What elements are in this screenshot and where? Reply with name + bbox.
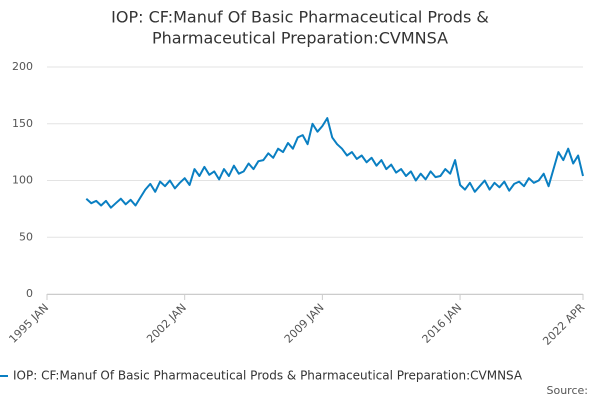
x-tick-label: 2002 JAN xyxy=(144,301,189,346)
y-tick-label: 0 xyxy=(26,287,33,300)
y-tick-label: 100 xyxy=(12,174,33,187)
source: Source: xyxy=(547,384,589,397)
x-tick-label: 2009 JAN xyxy=(282,301,327,346)
legend-label[interactable]: IOP: CF:Manuf Of Basic Pharmaceutical Pr… xyxy=(13,369,523,383)
chart-title: Pharmaceutical Preparation:CVMNSA xyxy=(152,29,448,48)
y-tick-label: 200 xyxy=(12,60,33,73)
y-tick-label: 150 xyxy=(12,117,33,130)
data-line xyxy=(85,117,584,209)
y-tick-label: 50 xyxy=(19,230,33,243)
chart-title: IOP: CF:Manuf Of Basic Pharmaceutical Pr… xyxy=(111,8,489,27)
x-tick-label: 2022 APR xyxy=(540,301,587,348)
x-tick-label: 2016 JAN xyxy=(420,301,465,346)
x-tick-label: 1995 JAN xyxy=(6,301,51,346)
